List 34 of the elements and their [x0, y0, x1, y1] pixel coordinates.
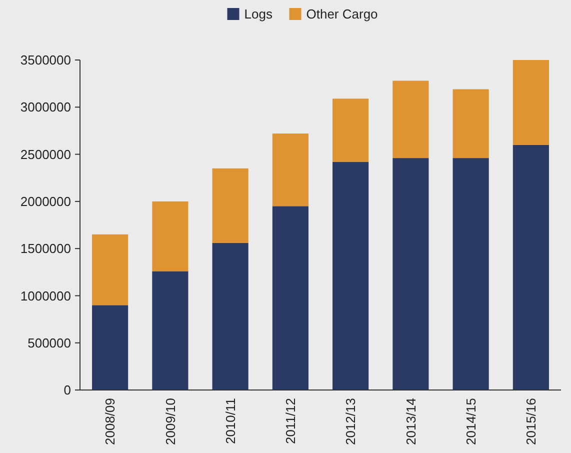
bar [332, 98, 369, 162]
bar [512, 60, 549, 145]
legend-label: Other Cargo [306, 6, 378, 22]
y-tick-label: 1500000 [20, 241, 71, 256]
bar [272, 134, 308, 206]
y-tick-label: 2000000 [20, 194, 71, 209]
bar [392, 158, 429, 390]
x-tick-label: 2013/14 [403, 398, 418, 445]
x-tick-label: 2012/13 [343, 398, 358, 445]
bar [452, 158, 489, 390]
bar [512, 144, 549, 390]
bar [392, 80, 429, 158]
bar [152, 201, 188, 272]
x-tick-label: 2014/15 [463, 398, 478, 445]
y-tick-label: 2500000 [20, 146, 71, 162]
x-tick-label: 2015/16 [523, 398, 538, 445]
legend-label: Logs [244, 6, 273, 22]
y-tick-label: 1000000 [20, 288, 71, 304]
x-tick-label: 2008/09 [102, 398, 118, 445]
bar [212, 242, 248, 390]
bar [272, 206, 308, 390]
y-tick-label: 500000 [28, 335, 71, 350]
bar [92, 305, 128, 390]
bar [332, 162, 369, 390]
bar [452, 89, 489, 158]
x-tick-label: 2010/11 [222, 398, 238, 444]
y-tick-label: 3000000 [20, 100, 71, 115]
bar [212, 168, 248, 243]
y-tick-label: 0 [64, 382, 71, 398]
x-tick-label: 2009/10 [162, 398, 178, 445]
x-tick-label: 2011/12 [282, 398, 298, 444]
bar [152, 271, 188, 390]
y-tick-label: 3500000 [20, 52, 71, 68]
bar [92, 234, 128, 306]
